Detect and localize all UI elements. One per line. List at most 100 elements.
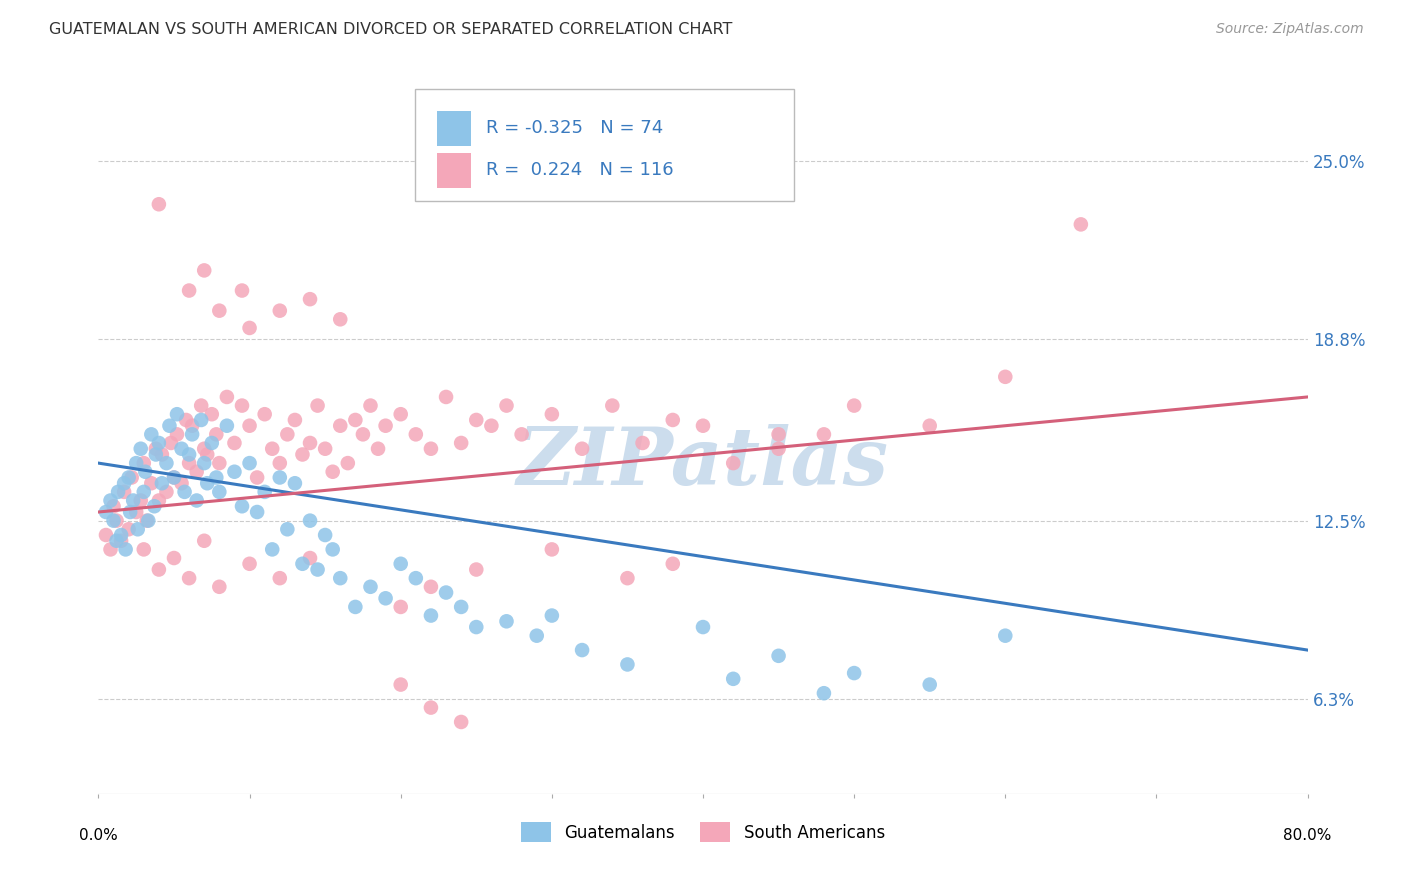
Point <box>994 369 1017 384</box>
Point <box>160 436 183 450</box>
Point <box>148 197 170 211</box>
Point <box>193 533 215 548</box>
Point <box>121 470 143 484</box>
Point <box>253 484 276 499</box>
Point <box>105 514 128 528</box>
Point <box>193 456 215 470</box>
Point <box>205 470 228 484</box>
Point <box>125 456 148 470</box>
Point <box>314 442 336 456</box>
Point <box>526 629 548 643</box>
Point <box>813 686 835 700</box>
Point <box>299 514 322 528</box>
Point <box>201 436 224 450</box>
Point <box>434 585 457 599</box>
Point <box>163 551 186 566</box>
Point <box>239 321 262 335</box>
Point <box>186 465 208 479</box>
Point <box>150 476 173 491</box>
Point <box>231 500 253 514</box>
Point <box>132 542 155 557</box>
Point <box>465 562 488 576</box>
Point <box>844 666 866 681</box>
Point <box>127 522 149 536</box>
Point <box>170 442 193 456</box>
Point <box>299 551 322 566</box>
Point <box>145 442 167 456</box>
Point <box>143 500 166 514</box>
Point <box>112 476 135 491</box>
Point <box>148 562 170 576</box>
Point <box>1070 218 1092 232</box>
Point <box>723 672 745 686</box>
Point <box>284 476 307 491</box>
Point <box>374 418 396 433</box>
Point <box>190 413 212 427</box>
Point <box>246 470 269 484</box>
Point <box>208 456 231 470</box>
Point <box>100 542 122 557</box>
Point <box>224 436 246 450</box>
Point <box>118 522 141 536</box>
Point <box>465 413 488 427</box>
Point <box>145 448 167 462</box>
Point <box>155 456 177 470</box>
Point <box>434 390 457 404</box>
Point <box>307 562 329 576</box>
Point <box>269 303 291 318</box>
Point <box>141 427 163 442</box>
Text: Source: ZipAtlas.com: Source: ZipAtlas.com <box>1216 22 1364 37</box>
Point <box>405 427 427 442</box>
Point <box>186 493 208 508</box>
Point <box>344 599 367 614</box>
Point <box>322 542 344 557</box>
Point <box>420 442 443 456</box>
Point <box>495 615 517 629</box>
Point <box>299 292 322 306</box>
Point <box>148 436 170 450</box>
Point <box>450 436 472 450</box>
Point <box>215 418 238 433</box>
Point <box>132 456 155 470</box>
Point <box>844 399 866 413</box>
Text: R = -0.325   N = 74: R = -0.325 N = 74 <box>486 120 664 137</box>
Point <box>495 399 517 413</box>
Point <box>120 505 142 519</box>
Point <box>768 427 790 442</box>
Point <box>239 557 262 571</box>
Point <box>134 465 156 479</box>
Point <box>231 284 253 298</box>
Point <box>269 571 291 585</box>
Point <box>389 407 412 421</box>
Text: 0.0%: 0.0% <box>79 829 118 844</box>
Point <box>344 413 367 427</box>
Point <box>768 648 790 663</box>
Point <box>389 557 412 571</box>
Point <box>173 484 195 499</box>
Point <box>205 427 228 442</box>
Point <box>231 399 253 413</box>
Point <box>352 427 374 442</box>
Point <box>179 448 201 462</box>
Point <box>195 476 218 491</box>
Text: R =  0.224   N = 116: R = 0.224 N = 116 <box>486 161 673 179</box>
Point <box>420 608 443 623</box>
Point <box>367 442 389 456</box>
Point <box>166 427 188 442</box>
Point <box>571 643 593 657</box>
Point <box>179 456 201 470</box>
Point <box>107 484 129 499</box>
Point <box>813 427 835 442</box>
Point <box>215 390 238 404</box>
Point <box>224 465 246 479</box>
Point <box>262 442 284 456</box>
Point <box>179 571 201 585</box>
Point <box>291 557 314 571</box>
Point <box>450 599 472 614</box>
Point <box>314 528 336 542</box>
Point <box>103 514 125 528</box>
Point <box>141 476 163 491</box>
Point <box>269 456 291 470</box>
Point <box>181 427 204 442</box>
Point <box>262 542 284 557</box>
